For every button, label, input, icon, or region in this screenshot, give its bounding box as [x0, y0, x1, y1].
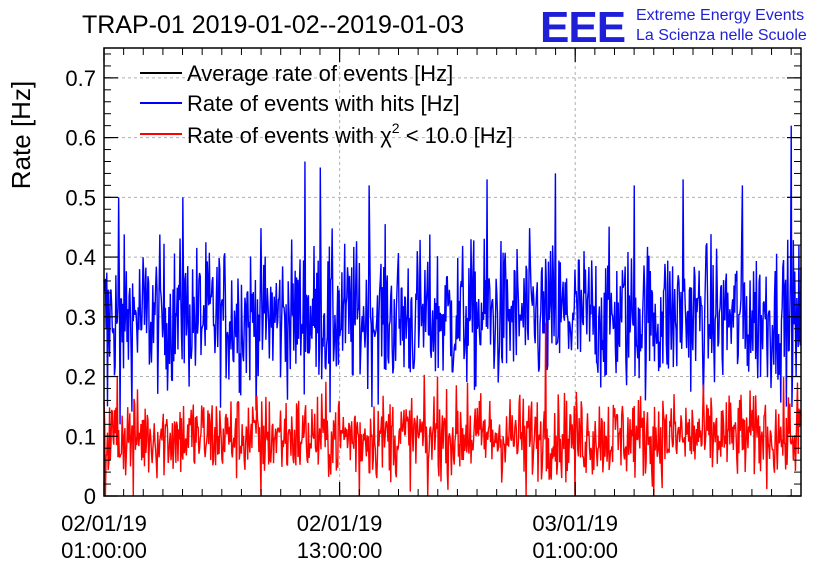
y-tick-label: 0.7: [65, 66, 96, 91]
y-tick-label: 0.2: [65, 365, 96, 390]
legend: Average rate of events [Hz] Rate of even…: [140, 61, 513, 148]
y-tick-label: 0.5: [65, 185, 96, 210]
x-tick-label-date: 02/01/19: [297, 511, 383, 536]
legend-chi2-prefix: Rate of events with: [187, 123, 380, 148]
x-tick-label-date: 03/01/19: [532, 511, 618, 536]
legend-chi2-superscript: 2: [392, 120, 400, 136]
plot-frame: [103, 47, 802, 497]
y-tick-label: 0.3: [65, 305, 96, 330]
y-tick-label: 0: [84, 484, 96, 509]
y-tick-label: 0.4: [65, 245, 96, 270]
series-lines: [103, 125, 802, 497]
eee-logo: EEE Extreme Energy Events La Scienza nel…: [540, 3, 807, 52]
logo-line1: Extreme Energy Events: [636, 7, 804, 24]
legend-label-hits: Rate of events with hits [Hz]: [187, 91, 460, 116]
series-line-2: [103, 322, 802, 497]
series-line-1: [103, 125, 802, 425]
legend-label-chi2: Rate of events with χ2 < 10.0 [Hz]: [187, 120, 513, 148]
x-tick-label-time: 01:00:00: [61, 538, 147, 563]
x-tick-label-time: 01:00:00: [532, 538, 618, 563]
axes: 00.10.20.30.40.50.60.702/01/1901:00:0002…: [61, 48, 801, 563]
y-tick-label: 0.6: [65, 126, 96, 151]
y-tick-label: 0.1: [65, 424, 96, 449]
logo-mark: EEE: [540, 3, 625, 52]
x-tick-label-date: 02/01/19: [61, 511, 147, 536]
x-tick-label-time: 13:00:00: [297, 538, 383, 563]
logo-line2: La Scienza nelle Scuole: [636, 27, 807, 44]
legend-chi2-suffix: < 10.0 [Hz]: [400, 123, 513, 148]
y-axis-label: Rate [Hz]: [6, 81, 36, 189]
legend-label-average: Average rate of events [Hz]: [187, 61, 453, 86]
legend-chi2-symbol: χ: [380, 123, 392, 148]
chart-title: TRAP-01 2019-01-02--2019-01-03: [82, 11, 464, 39]
